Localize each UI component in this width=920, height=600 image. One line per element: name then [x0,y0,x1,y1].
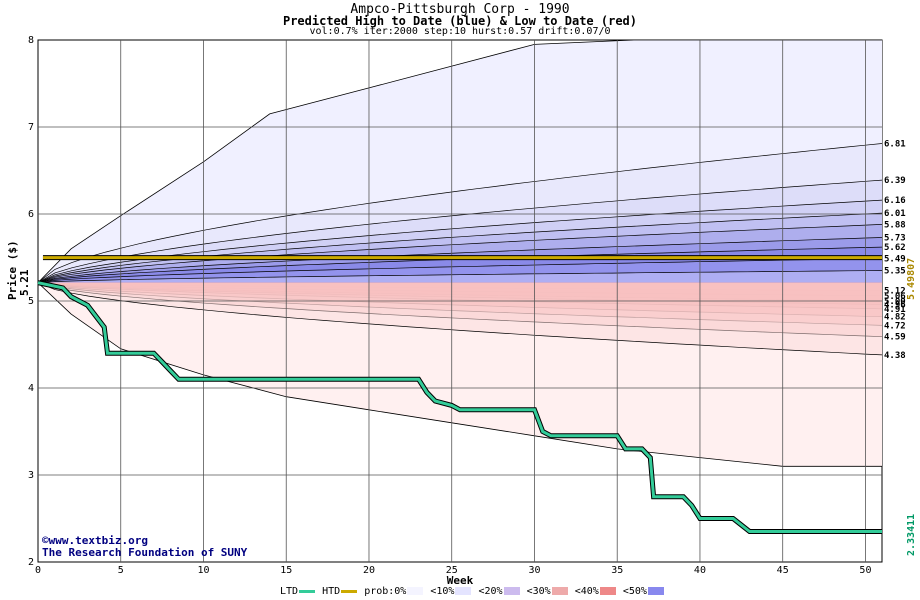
lower-quantile-line [37,282,883,356]
legend-swatch-50 [647,587,664,595]
legend-htd-label: HTD [322,586,341,597]
legend-prob-label: prob:0% [364,586,407,597]
quantile-end-label: 5.00 [884,297,906,307]
y-tick-label: 8 [28,35,34,46]
upper-quantile-line [37,224,883,284]
quantile-end-label: 5.12 [884,287,906,297]
y-tick-label: 4 [28,383,34,394]
quantile-end-label: 4.72 [884,321,906,331]
legend: LTD HTD prob:0% <10% <20% <30% <40% <50% [280,586,665,597]
quantile-end-label: 4.91 [884,305,906,315]
x-tick-label: 5 [118,565,124,576]
legend-swatch-10 [455,587,472,595]
chart-parameters: vol:0.7% iter:2000 step:10 hurst:0.57 dr… [309,26,611,37]
x-tick-label: 10 [197,565,209,576]
legend-swatch-0 [407,587,424,595]
legend-swatch-40 [599,587,616,595]
legend-30-label: <30% [526,586,551,597]
upper-quantile-line [37,270,883,284]
chart-subtitle: Predicted High to Date (blue) & Low to D… [282,14,637,28]
y-axis-label: Price ($) [6,240,19,300]
upper-quantile-line [37,258,883,284]
quantile-end-label: 4.59 [884,333,906,343]
legend-swatch-30 [551,587,568,595]
upper-quantile-band [38,270,882,283]
y-tick-label: 3 [28,470,34,481]
legend-ltd-swatch [299,589,316,593]
credit-org: The Research Foundation of SUNY [42,546,248,559]
x-axis-label: Week [447,574,474,587]
x-tick-label: 15 [280,565,292,576]
start-price-label: 5.21 [18,269,31,296]
ltd-current-value: 2.33411 [906,513,917,556]
x-tick-label: 35 [611,565,623,576]
x-tick-label: 20 [363,565,375,576]
x-tick-label: 45 [777,565,789,576]
x-tick-label: 25 [446,565,458,576]
legend-40-label: <40% [574,586,599,597]
credit-site[interactable]: ©www.textbiz.org [42,534,148,547]
upper-quantile-line [37,199,883,284]
htd-current-value: 5.49807 [906,257,917,300]
quantile-end-label: 5.49 [884,254,906,264]
legend-ltd-label: LTD [280,586,299,597]
upper-quantile-line [37,237,883,284]
quantile-end-label: 5.06 [884,292,906,302]
y-tick-label: 5 [28,296,34,307]
quantile-end-label: 5.62 [884,243,906,253]
quantile-end-label: 6.39 [884,176,906,186]
legend-50-label: <50% [622,586,647,597]
copyright-icon: © [42,534,49,547]
legend-20-label: <20% [478,586,503,597]
upper-quantile-line [37,143,883,283]
y-tick-label: 6 [28,209,34,220]
quantile-end-label: 4.38 [884,351,906,361]
legend-swatch-20 [503,587,520,595]
quantile-end-label: 6.16 [884,196,906,206]
ltd-line [37,281,882,533]
x-tick-label: 30 [528,565,540,576]
lower-envelope-line [37,282,882,467]
chart-title: Ampco-Pittsburgh Corp - 1990 [350,2,570,17]
y-tick-label: 7 [28,122,34,133]
y-tick-label: 2 [28,557,34,568]
upper-envelope-line [37,39,882,283]
quantile-end-label: 6.81 [884,140,906,150]
x-tick-label: 0 [35,565,41,576]
quantile-end-label: 4.82 [884,313,906,323]
quantile-end-label: 6.01 [884,209,906,219]
x-tick-label: 50 [859,565,871,576]
quantile-end-label: 5.35 [884,267,906,277]
upper-quantile-line [37,179,883,284]
x-tick-label: 40 [694,565,706,576]
legend-10-label: <10% [430,586,455,597]
legend-htd-swatch [341,589,358,593]
quantile-end-label: 5.88 [884,220,906,230]
quantile-end-label: 4.96 [884,300,906,310]
quantile-end-label: 5.73 [884,233,906,243]
